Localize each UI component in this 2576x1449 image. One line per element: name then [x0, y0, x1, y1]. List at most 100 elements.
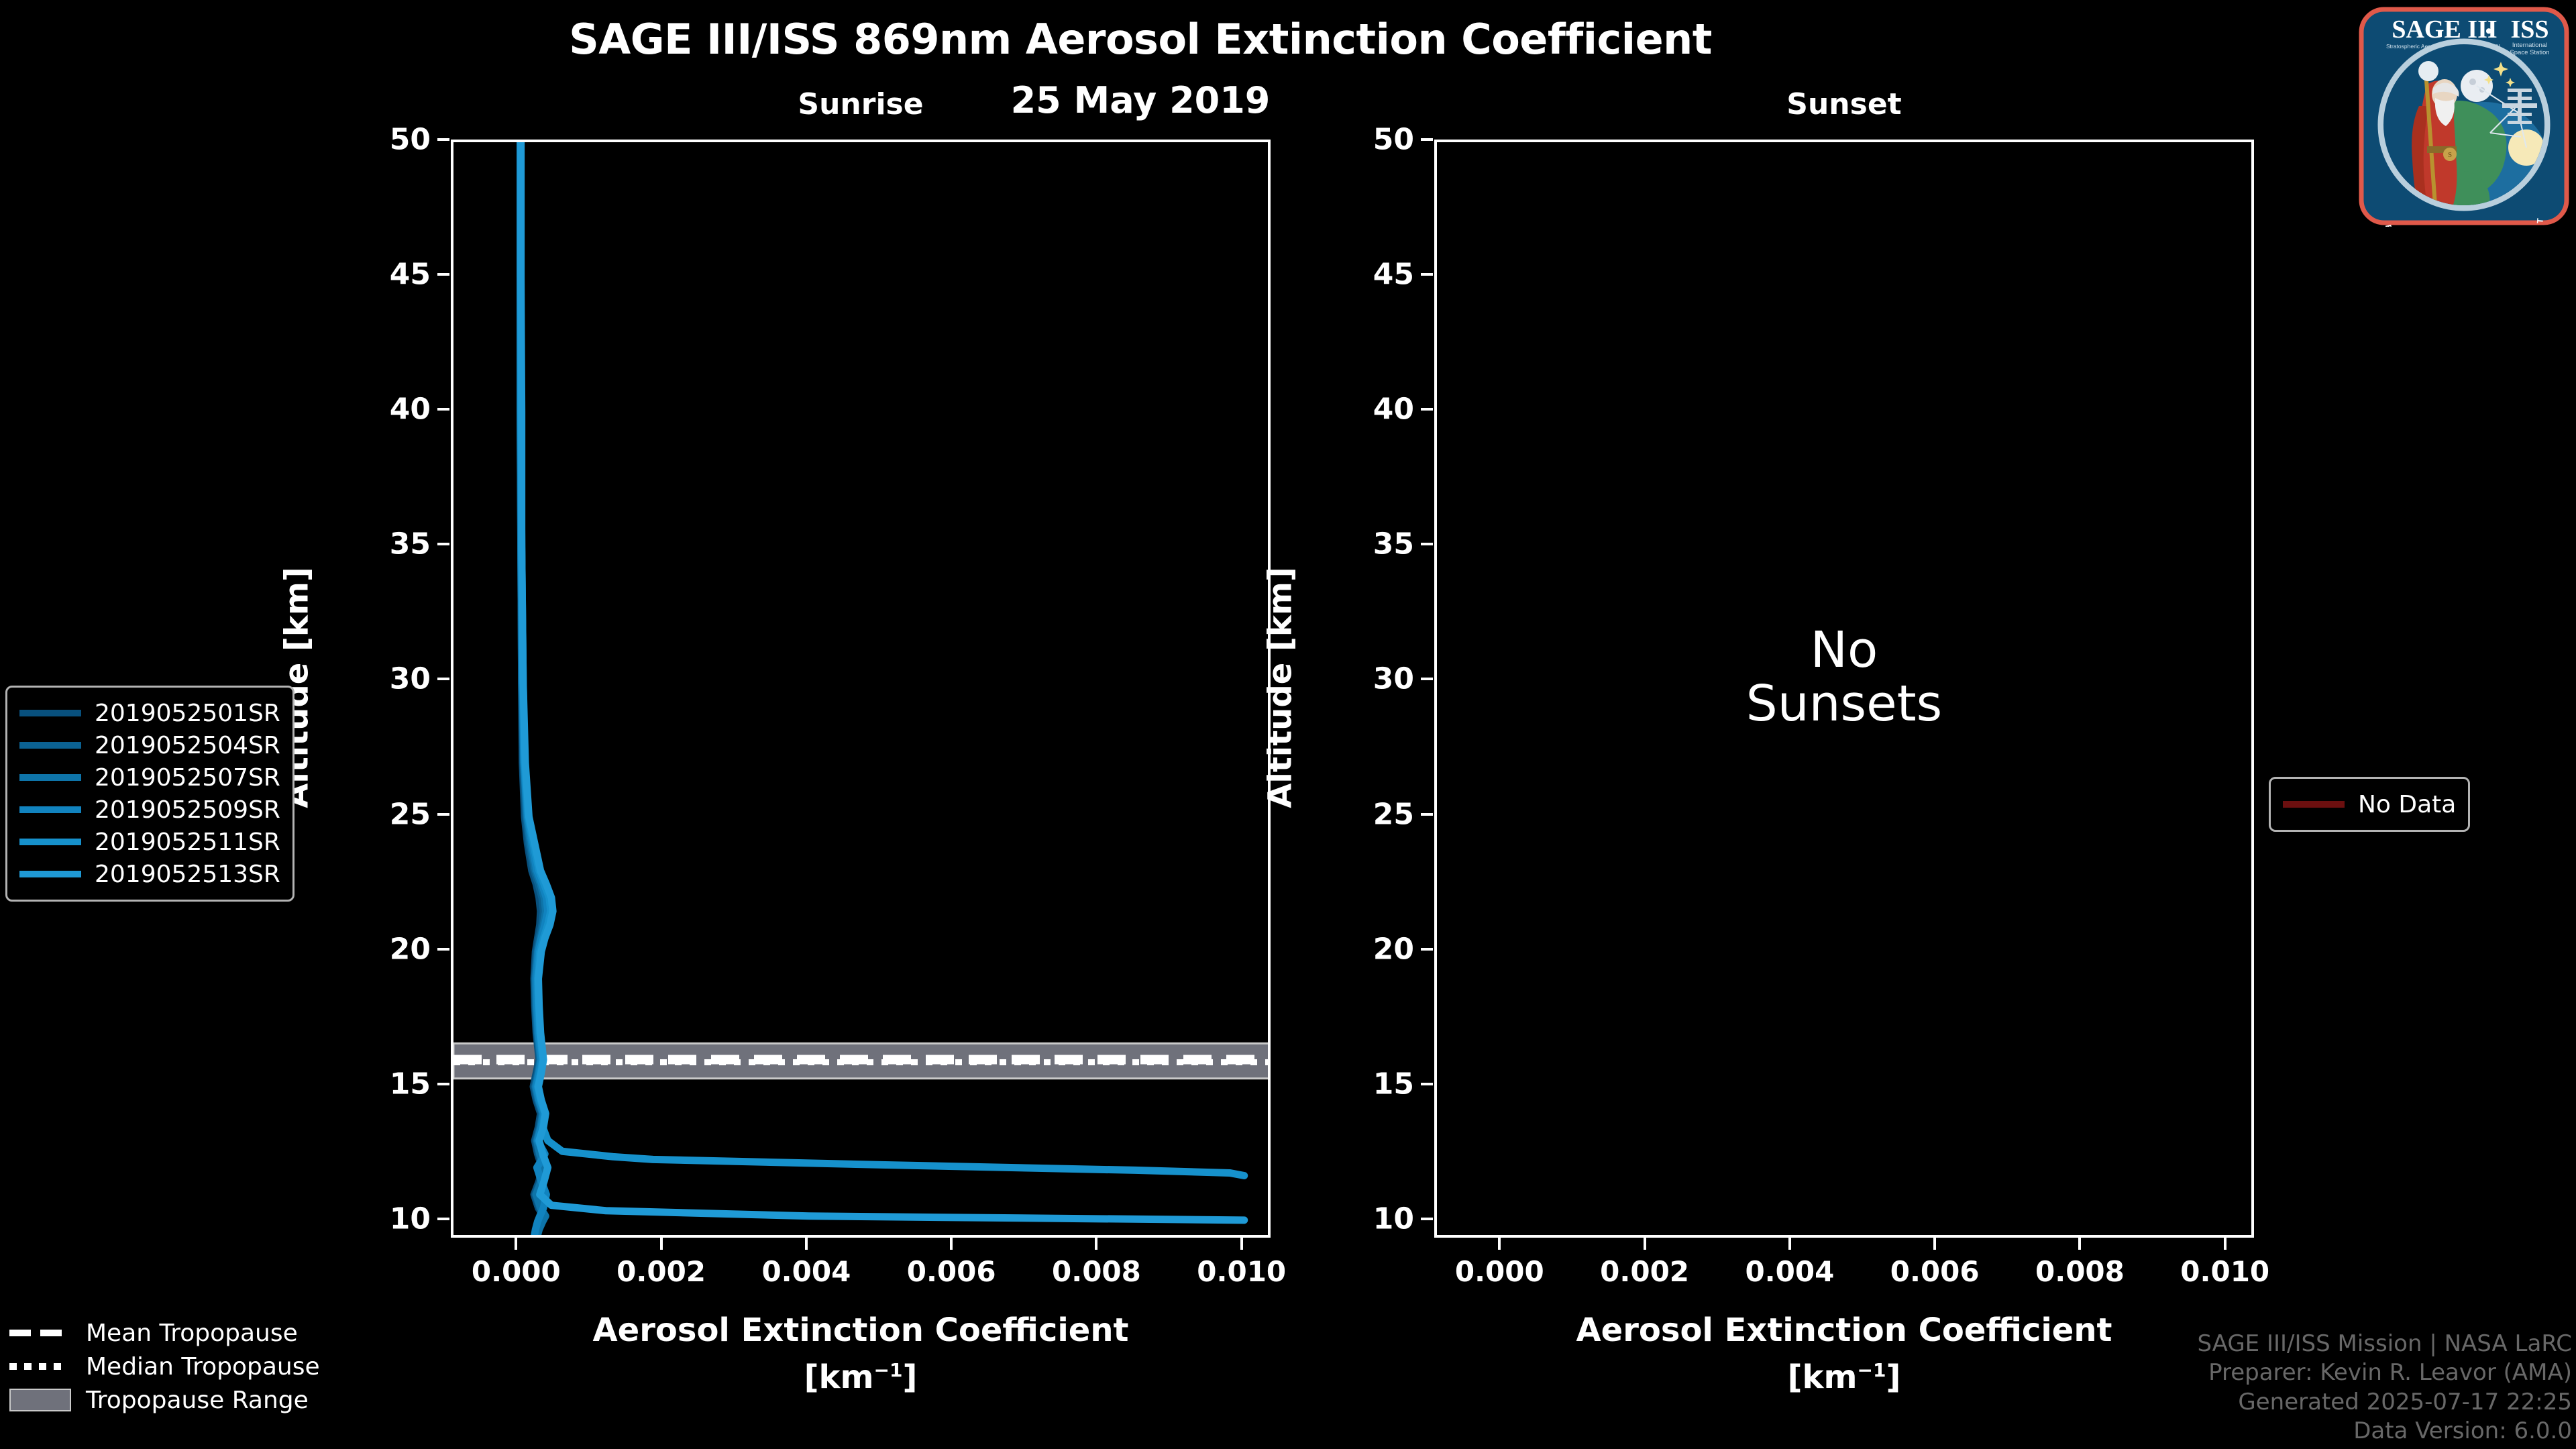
y-tick-label: 45 [389, 257, 431, 292]
legend-color-swatch [19, 871, 81, 877]
no-sunsets-line2: Sunsets [1746, 674, 1943, 733]
sunrise-legend[interactable]: 2019052501SR 2019052504SR 2019052507SR 2019… [5, 686, 294, 902]
sunrise-plot-panel[interactable] [451, 140, 1271, 1238]
y-tick-mark [1421, 273, 1433, 276]
y-tick-mark [437, 138, 449, 141]
x-tick-label: 0.004 [761, 1255, 851, 1288]
legend-item[interactable]: 2019052504SR [19, 729, 280, 761]
x-tick-mark [1095, 1238, 1098, 1250]
legend-item-label: 2019052511SR [95, 828, 280, 856]
legend-item[interactable]: 2019052509SR [19, 794, 280, 826]
y-tick-label: 35 [1373, 527, 1414, 561]
credits-block: SAGE III/ISS Mission | NASA LaRC Prepare… [2197, 1330, 2572, 1446]
y-tick-label: 20 [389, 932, 431, 967]
tropopause-legend-label: Tropopause Range [86, 1386, 309, 1414]
legend-color-swatch [19, 806, 81, 813]
legend-item-label: 2019052504SR [95, 731, 280, 759]
tropopause-legend-swatch-band [9, 1389, 71, 1411]
no-sunsets-message: No Sunsets [1434, 623, 2254, 733]
x-tick-label: 0.000 [1454, 1255, 1544, 1288]
svg-text:International: International [2512, 42, 2547, 49]
x-tick-mark [950, 1238, 953, 1250]
x-tick-mark [1240, 1238, 1243, 1250]
y-tick-label: 25 [1373, 797, 1414, 832]
legend-item-label: 2019052501SR [95, 699, 280, 727]
x-tick-mark [659, 1238, 663, 1250]
legend-item[interactable]: 2019052511SR [19, 826, 280, 858]
svg-text:ISS: ISS [2510, 15, 2548, 44]
tropopause-legend-item: Median Tropopause [9, 1350, 385, 1383]
svg-text:•: • [2485, 20, 2493, 42]
legend-color-swatch [19, 774, 81, 781]
page-title: SAGE III/ISS 869nm Aerosol Extinction Co… [569, 15, 1712, 64]
x-tick-mark [2223, 1238, 2226, 1250]
y-tick-label: 30 [1373, 661, 1414, 696]
y-tick-label: 30 [389, 661, 431, 696]
y-tick-mark [437, 408, 449, 411]
y-tick-mark [1421, 543, 1433, 546]
sage-iii-iss-mission-patch-logo: SAGE III • ISS Stratospheric Aerosol and… [2354, 0, 2571, 297]
y-tick-mark [437, 947, 449, 951]
y-tick-label: 20 [1373, 932, 1414, 967]
tropopause-legend: Mean Tropopause Median Tropopause Tropopau… [9, 1316, 385, 1417]
credits-line-3: Generated 2025-07-17 22:25 [2238, 1388, 2572, 1415]
x-tick-mark [1643, 1238, 1646, 1250]
mission-patch-icon: SAGE III • ISS Stratospheric Aerosol and… [2354, 0, 2569, 297]
x-tick-label: 0.002 [1600, 1255, 1690, 1288]
x-tick-label: 0.006 [906, 1255, 996, 1288]
y-tick-label: 15 [1373, 1067, 1414, 1102]
credits-line-2: Preparer: Kevin R. Leavor (AMA) [2208, 1359, 2572, 1387]
y-tick-mark [1421, 1082, 1433, 1085]
no-data-legend-item[interactable]: No Data [2283, 788, 2456, 820]
y-tick-label: 25 [389, 797, 431, 832]
x-tick-mark [1788, 1238, 1791, 1250]
sunrise-plot-area [453, 142, 1268, 1235]
x-tick-label: 0.010 [2180, 1255, 2270, 1288]
tropopause-legend-swatch-dotted [9, 1363, 71, 1370]
y-tick-mark [1421, 678, 1433, 681]
sunset-plot-panel[interactable] [1434, 140, 2254, 1238]
legend-item[interactable]: 2019052513SR [19, 858, 280, 890]
y-tick-label: 50 [389, 122, 431, 157]
y-tick-mark [437, 678, 449, 681]
left-plot-svg [453, 142, 1268, 1235]
legend-item-label: 2019052513SR [95, 860, 280, 888]
legend-item-label: 2019052509SR [95, 796, 280, 824]
legend-item[interactable]: 2019052501SR [19, 697, 280, 729]
y-tick-label: 40 [1373, 392, 1414, 427]
x-tick-mark [515, 1238, 518, 1250]
x-tick-label: 0.002 [616, 1255, 706, 1288]
tropopause-legend-item: Tropopause Range [9, 1383, 385, 1417]
legend-color-swatch [19, 710, 81, 716]
y-tick-mark [437, 1082, 449, 1085]
y-tick-label: 50 [1373, 122, 1414, 157]
x-axis-title: Aerosol Extinction Coefficient [592, 1311, 1129, 1349]
legend-item[interactable]: 2019052507SR [19, 761, 280, 794]
no-data-legend[interactable]: No Data [2269, 777, 2471, 832]
y-tick-mark [1421, 1217, 1433, 1220]
svg-text:S: S [2448, 151, 2452, 159]
x-tick-mark [1498, 1238, 1501, 1250]
legend-color-swatch [19, 742, 81, 749]
x-axis-unit-text: [km−1] [1787, 1358, 1901, 1396]
x-tick-label: 0.000 [471, 1255, 561, 1288]
credits-line-1: SAGE III/ISS Mission | NASA LaRC [2197, 1330, 2572, 1357]
tropopause-legend-swatch-dashed [9, 1330, 71, 1336]
y-tick-label: 10 [1373, 1201, 1414, 1236]
no-data-legend-label: No Data [2358, 790, 2457, 818]
y-tick-label: 40 [389, 392, 431, 427]
x-tick-label: 0.010 [1197, 1255, 1287, 1288]
y-tick-label: 45 [1373, 257, 1414, 292]
x-tick-label: 0.008 [2035, 1255, 2125, 1288]
y-tick-mark [1421, 138, 1433, 141]
x-axis-title: Aerosol Extinction Coefficient [1576, 1311, 2112, 1349]
y-tick-label: 35 [389, 527, 431, 561]
tropopause-legend-label: Mean Tropopause [86, 1319, 298, 1347]
y-tick-label: 10 [389, 1201, 431, 1236]
sunset-panel-title: Sunset [1786, 87, 1902, 121]
y-tick-label: 15 [389, 1067, 431, 1102]
x-tick-mark [2078, 1238, 2082, 1250]
y-tick-mark [437, 1217, 449, 1220]
x-tick-label: 0.008 [1052, 1255, 1141, 1288]
svg-text:SAGE III: SAGE III [2392, 15, 2497, 44]
